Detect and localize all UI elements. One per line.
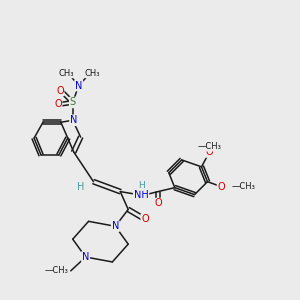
Text: S: S	[70, 98, 76, 107]
Text: O: O	[54, 99, 62, 110]
Text: N: N	[82, 252, 89, 262]
Text: O: O	[206, 147, 213, 157]
Text: CH₃: CH₃	[58, 69, 74, 78]
Text: O: O	[154, 199, 162, 208]
Text: H: H	[138, 181, 145, 190]
Text: O: O	[56, 85, 64, 96]
Text: NH: NH	[134, 190, 148, 200]
Text: —CH₃: —CH₃	[231, 182, 255, 191]
Text: O: O	[141, 214, 149, 224]
Text: O: O	[218, 182, 225, 192]
Text: N: N	[112, 221, 119, 231]
Text: CH₃: CH₃	[85, 69, 100, 78]
Text: N: N	[70, 115, 77, 125]
Text: N: N	[75, 81, 82, 91]
Text: —CH₃: —CH₃	[197, 142, 221, 151]
Text: H: H	[77, 182, 84, 192]
Text: —CH₃: —CH₃	[45, 266, 69, 275]
